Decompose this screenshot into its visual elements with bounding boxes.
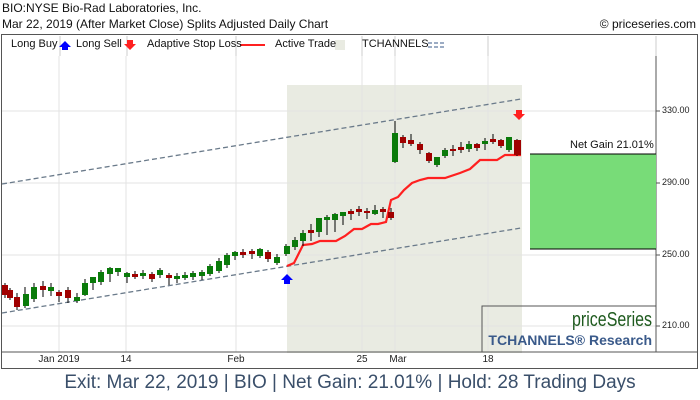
y-tick-210: 210.00 [662, 320, 690, 330]
y-tick-330: 330.00 [662, 105, 690, 115]
x-tick-14: 14 [120, 354, 132, 365]
chart-title: BIO:NYSE Bio-Rad Laboratories, Inc. [2, 1, 202, 15]
x-tick-18: 18 [482, 354, 494, 365]
legend-long-buy: Long Buy [11, 38, 58, 50]
copyright: © priceseries.com [599, 17, 696, 31]
chart-frame [1, 34, 698, 369]
net-gain-box [530, 154, 656, 249]
legend-active-trade: Active Trade [275, 38, 337, 50]
chart-legend: Long Buy Long Sell Adaptive Stop Loss Ac… [1, 34, 698, 56]
brand-research: TCHANNELS® Research [488, 332, 652, 348]
legend-tchannels: TCHANNELS [362, 38, 429, 50]
trade-summary: Exit: Mar 22, 2019 | BIO | Net Gain: 21.… [64, 372, 636, 393]
candles [2, 121, 521, 310]
adaptive-stop-loss-line [286, 153, 521, 268]
legend-active-trade-swatch-icon [335, 40, 345, 50]
x-tick-25: 25 [356, 354, 368, 365]
active-trade-region [287, 85, 522, 353]
x-tick-jan: Jan 2019 [38, 354, 80, 365]
chart-subtitle: Mar 22, 2019 (After Market Close) Splits… [2, 17, 329, 31]
legend-sell-arrow-icon [124, 40, 136, 50]
legend-buy-arrow-icon [59, 41, 71, 50]
net-gain-label: Net Gain 21.01% [570, 139, 654, 151]
long-buy-arrow-icon [281, 274, 293, 284]
y-tick-250: 250.00 [662, 249, 690, 259]
x-tick-feb: Feb [227, 354, 245, 365]
y-tick-290: 290.00 [662, 177, 690, 187]
legend-adaptive-stop-loss: Adaptive Stop Loss [147, 38, 242, 50]
long-sell-arrow-icon [513, 110, 525, 120]
legend-long-sell: Long Sell [76, 38, 122, 50]
x-tick-mar: Mar [389, 354, 407, 365]
brand-name: priceSeries [571, 309, 652, 331]
